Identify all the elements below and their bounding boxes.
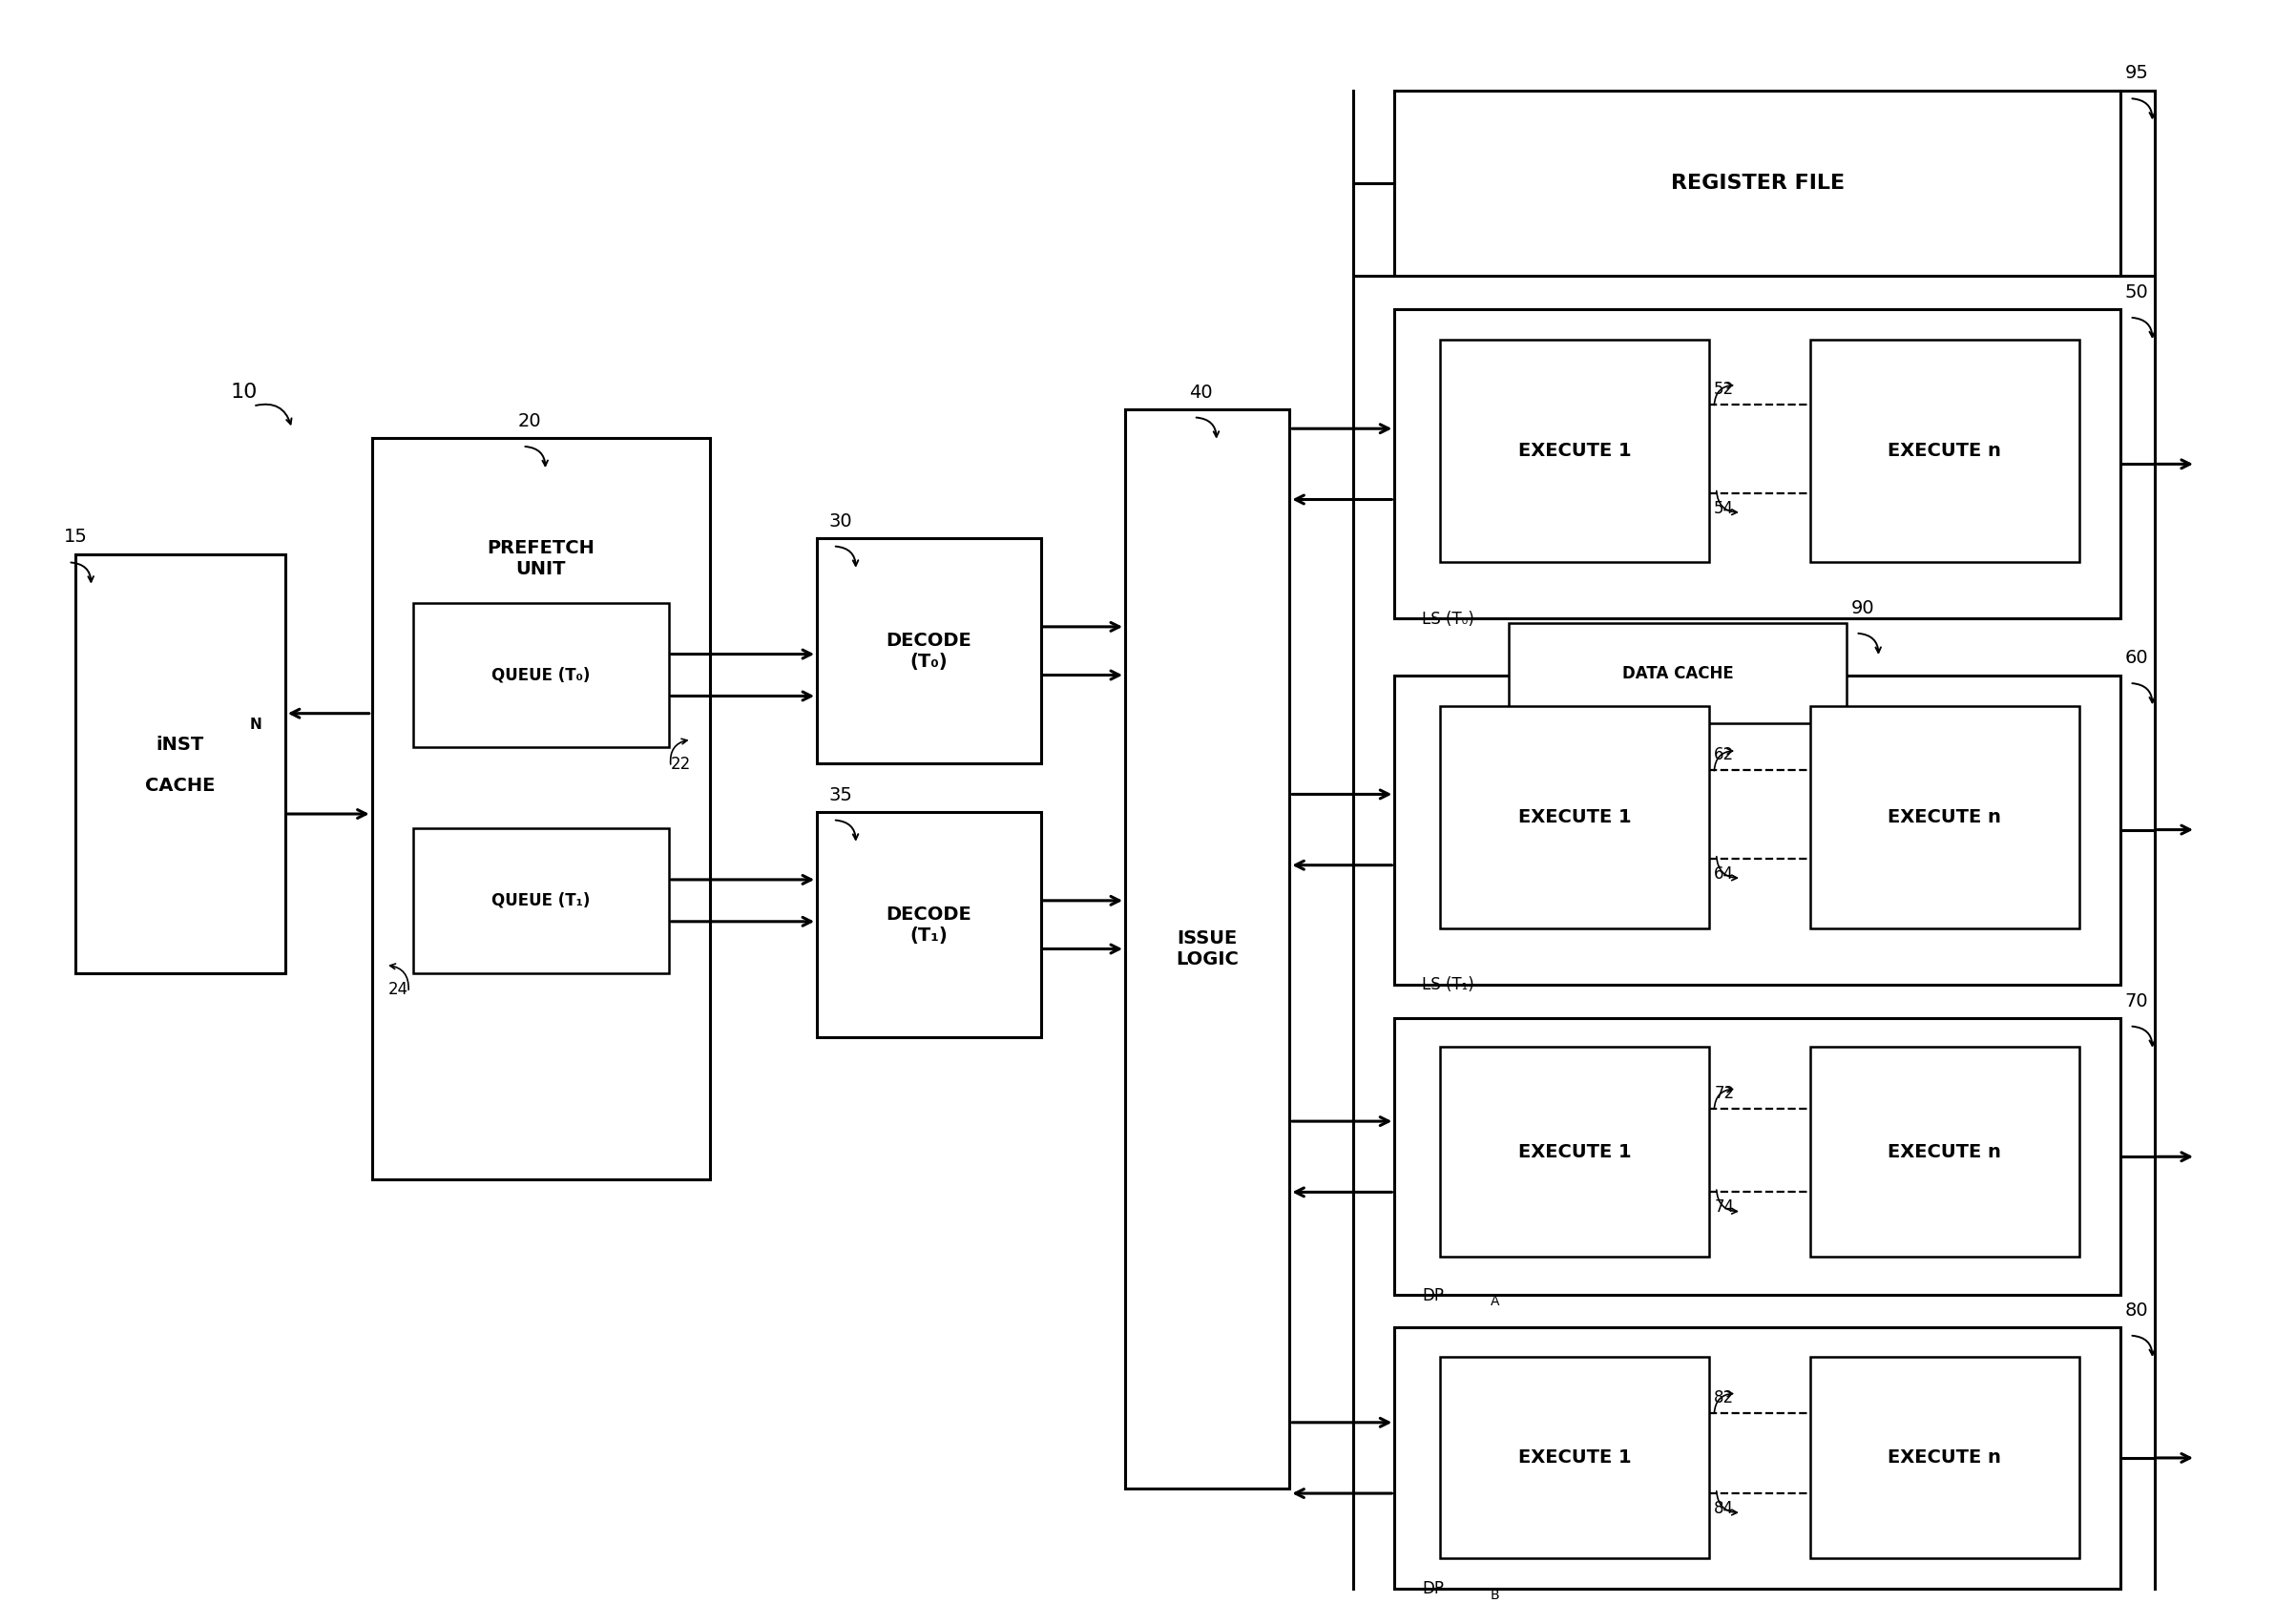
Text: 20: 20 [519,412,542,430]
Text: EXECUTE n: EXECUTE n [1887,1143,2002,1161]
Text: DATA CACHE: DATA CACHE [1621,664,1733,682]
Text: EXECUTE 1: EXECUTE 1 [1518,807,1632,827]
Text: DECODE
(T₀): DECODE (T₀) [886,632,971,671]
Text: 82: 82 [1715,1389,1733,1406]
Text: QUEUE (T₁): QUEUE (T₁) [491,892,590,909]
Bar [1394,310,2122,619]
Text: EXECUTE n: EXECUTE n [1887,1449,2002,1466]
Text: 52: 52 [1715,382,1733,398]
Text: A: A [1490,1296,1499,1309]
Text: 10: 10 [230,382,257,401]
Text: 64: 64 [1715,866,1733,882]
Text: EXECUTE n: EXECUTE n [1887,442,2002,460]
Text: QUEUE (T₀): QUEUE (T₀) [491,666,590,684]
Text: DP: DP [1421,1580,1444,1598]
Text: iNST: iNST [156,736,204,754]
Bar [413,828,668,973]
Text: EXECUTE 1: EXECUTE 1 [1518,442,1632,460]
Text: 35: 35 [829,786,852,804]
Text: 90: 90 [1851,599,1874,617]
Bar [1440,1047,1711,1257]
Bar [1440,706,1711,927]
Bar [1394,1327,2122,1588]
Text: 80: 80 [2126,1301,2149,1319]
Bar [1809,1356,2080,1557]
Text: CACHE: CACHE [145,778,216,796]
Text: ISSUE
LOGIC: ISSUE LOGIC [1176,929,1240,968]
Text: 62: 62 [1715,747,1733,763]
Bar [1394,1018,2122,1296]
Text: PREFETCH
UNIT: PREFETCH UNIT [487,539,595,578]
Bar [817,812,1040,1038]
Bar [1440,1356,1711,1557]
Text: 74: 74 [1715,1199,1733,1216]
Bar [1809,1047,2080,1257]
Text: REGISTER FILE: REGISTER FILE [1671,174,1844,193]
Text: DECODE
(T₁): DECODE (T₁) [886,905,971,944]
Text: 30: 30 [829,512,852,529]
Text: 70: 70 [2126,992,2149,1010]
Bar [817,538,1040,763]
Bar [1394,91,2122,276]
Text: LS (T₀): LS (T₀) [1421,611,1474,628]
Text: 95: 95 [2126,65,2149,83]
Text: 72: 72 [1715,1085,1733,1103]
Text: B: B [1490,1588,1499,1601]
Text: LS (T₁): LS (T₁) [1421,976,1474,994]
Bar [1125,409,1290,1489]
Bar [372,438,709,1179]
Bar [413,603,668,747]
Text: DP: DP [1421,1288,1444,1304]
Bar [1809,706,2080,927]
Bar [76,554,285,973]
Text: EXECUTE n: EXECUTE n [1887,807,2002,827]
Bar [1394,676,2122,984]
Bar [1440,339,1711,562]
Text: 15: 15 [64,528,87,546]
Text: 54: 54 [1715,500,1733,516]
Text: 24: 24 [388,981,409,999]
Bar [1809,339,2080,562]
Text: 60: 60 [2126,650,2149,667]
Text: 50: 50 [2126,283,2149,302]
Text: EXECUTE 1: EXECUTE 1 [1518,1143,1632,1161]
Text: 22: 22 [670,755,691,773]
Text: 84: 84 [1715,1501,1733,1517]
Text: N: N [250,718,262,732]
Text: EXECUTE 1: EXECUTE 1 [1518,1449,1632,1466]
Bar [1508,624,1846,723]
Text: 40: 40 [1189,383,1212,401]
